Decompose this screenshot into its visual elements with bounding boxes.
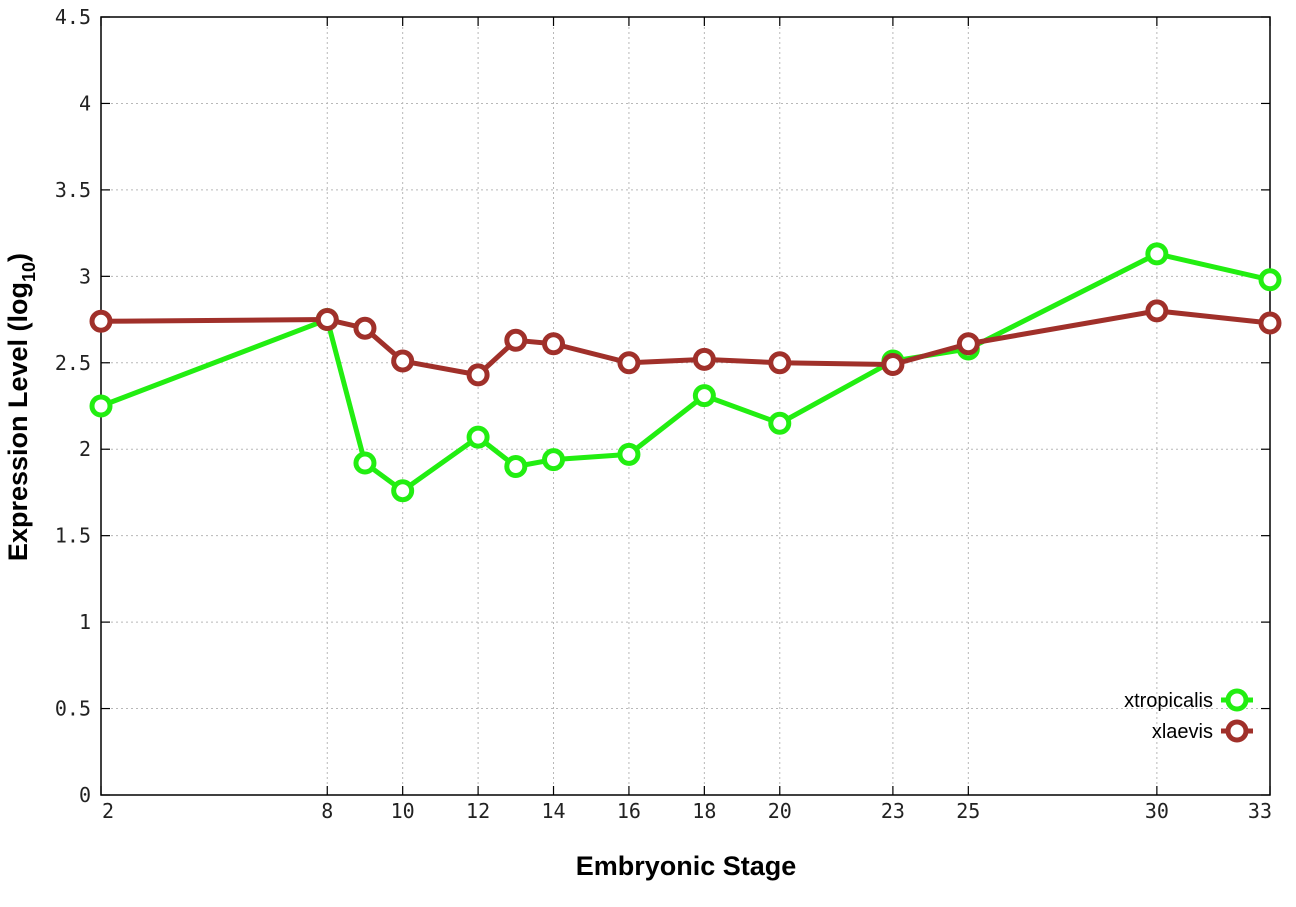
x-tick-label: 20 (768, 799, 792, 823)
y-tick-label: 3 (79, 264, 91, 288)
data-point-xtropicalis (542, 448, 566, 472)
data-point-xtropicalis (504, 455, 528, 479)
x-tick-label: 25 (956, 799, 980, 823)
series-layer (89, 242, 1282, 503)
y-tick-label: 1 (79, 610, 91, 634)
data-point-xlaevis (542, 332, 566, 356)
x-tick-label: 18 (692, 799, 716, 823)
data-point-xlaevis (881, 353, 905, 377)
data-point-xlaevis (466, 363, 490, 387)
legend-label: xtropicalis (1124, 690, 1213, 712)
series-xlaevis (89, 299, 1282, 387)
data-point-xlaevis (315, 308, 339, 332)
x-tick-label: 12 (466, 799, 490, 823)
legend-entry-xlaevis: xlaevis (1152, 719, 1253, 743)
y-tick-label: 4.5 (55, 5, 91, 29)
legend-marker-xtropicalis (1225, 688, 1249, 712)
x-tick-label: 2 (102, 799, 114, 823)
data-point-xtropicalis (353, 451, 377, 475)
plot-frame (100, 16, 1271, 796)
data-point-xlaevis (1145, 299, 1169, 323)
legend-label: xlaevis (1152, 721, 1213, 743)
data-point-xtropicalis (692, 384, 716, 408)
data-point-xlaevis (617, 351, 641, 375)
legend: xtropicalis xlaevis (1124, 688, 1253, 743)
data-point-xlaevis (89, 309, 113, 333)
y-tick-label: 3.5 (55, 178, 91, 202)
y-tick-label: 0.5 (55, 697, 91, 721)
x-tick-label: 14 (541, 799, 565, 823)
legend-entry-xtropicalis: xtropicalis (1124, 688, 1253, 712)
legend-marker-xlaevis (1225, 719, 1249, 743)
x-tick-label: 33 (1248, 799, 1272, 823)
data-point-xlaevis (504, 328, 528, 352)
data-point-xtropicalis (89, 394, 113, 418)
y-axis-title-main: Expression Level (log (3, 282, 33, 561)
data-point-xtropicalis (768, 411, 792, 435)
series-xtropicalis (89, 242, 1282, 503)
y-axis-title: Expression Level (log10) (3, 253, 39, 561)
x-tick-label: 10 (391, 799, 415, 823)
data-point-xtropicalis (466, 425, 490, 449)
y-tick-label: 1.5 (55, 524, 91, 548)
data-point-xlaevis (956, 332, 980, 356)
data-point-xlaevis (391, 349, 415, 373)
data-point-xtropicalis (1145, 242, 1169, 266)
data-point-xtropicalis (1258, 268, 1282, 292)
y-axis-title-close: ) (3, 253, 33, 262)
data-point-xlaevis (353, 316, 377, 340)
data-point-xlaevis (768, 351, 792, 375)
series-line-xtropicalis (100, 251, 1271, 494)
y-axis-title-subscript: 10 (19, 262, 39, 282)
y-tick-label: 0 (79, 783, 91, 807)
y-tick-label: 2 (79, 437, 91, 461)
y-tick-label: 2.5 (55, 351, 91, 375)
axis-ticks: 0 0.5 1 1.5 2 2.5 3 3.5 4 4.5 2 8 10 12 14 16 18 20 23 25 30… (55, 5, 1272, 823)
x-tick-label: 8 (321, 799, 333, 823)
grid (101, 17, 1270, 795)
x-axis-title: Embryonic Stage (576, 851, 797, 881)
data-point-xlaevis (1258, 311, 1282, 335)
data-point-xtropicalis (617, 442, 641, 466)
x-tick-label: 16 (617, 799, 641, 823)
data-point-xlaevis (692, 347, 716, 371)
x-tick-label: 23 (881, 799, 905, 823)
x-tick-label: 30 (1145, 799, 1169, 823)
data-point-xtropicalis (391, 479, 415, 503)
y-tick-label: 4 (79, 91, 91, 115)
series-line-xlaevis (100, 308, 1271, 378)
